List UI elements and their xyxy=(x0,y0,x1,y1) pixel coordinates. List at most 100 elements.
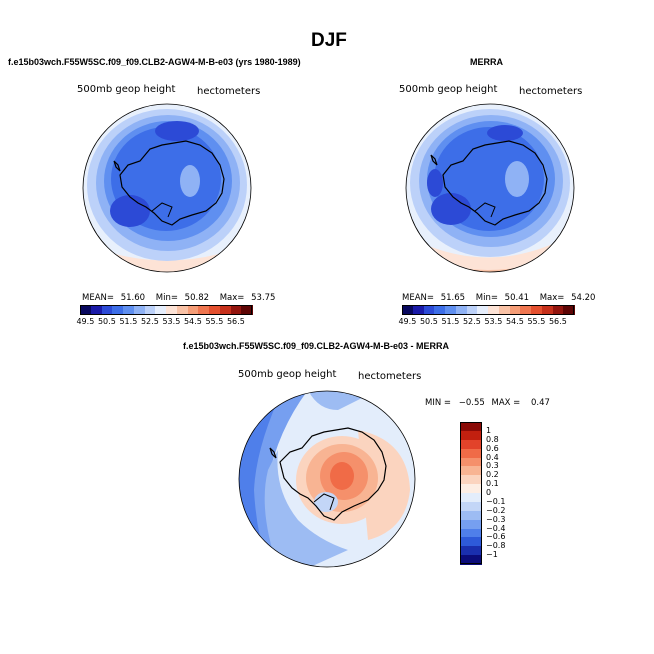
obs-colorbar-swatch xyxy=(445,305,457,315)
model-colorbar-swatch xyxy=(230,305,242,315)
obs-min-label: Min= xyxy=(475,293,498,303)
obs-colorbar-swatch xyxy=(412,305,424,315)
model-colorbar-tick: 54.5 xyxy=(183,317,202,326)
obs-polar-map xyxy=(405,103,575,273)
model-map-light-spot xyxy=(180,165,200,197)
model-colorbar-swatch xyxy=(176,305,188,315)
obs-colorbar-tick: 49.5 xyxy=(398,317,417,326)
model-variable-label: 500mb geop height xyxy=(77,84,176,95)
model-min-label: Min= xyxy=(155,293,178,303)
obs-variable-label: 500mb geop height xyxy=(399,84,498,95)
model-colorbar-swatch xyxy=(155,305,167,315)
diff-polar-map xyxy=(238,390,416,568)
diff-units-label: hectometers xyxy=(358,371,422,382)
model-colorbar-swatch xyxy=(198,305,210,315)
obs-colorbar-swatch xyxy=(455,305,467,315)
diff-colorbar-tick: −0.4 xyxy=(486,523,506,533)
diff-stats: MIN = −0.55 MAX = 0.47 xyxy=(425,398,550,408)
obs-colorbar-swatch xyxy=(520,305,532,315)
diff-antarctica-outline xyxy=(269,427,387,521)
obs-min-value: 50.41 xyxy=(504,293,530,303)
obs-colorbar-tick: 55.5 xyxy=(527,317,546,326)
model-colorbar-tick: 51.5 xyxy=(119,317,138,326)
obs-panel-title: MERRA xyxy=(470,57,503,67)
obs-colorbar-tick: 50.5 xyxy=(419,317,438,326)
diff-colorbar-tick: −0.1 xyxy=(486,496,506,506)
diff-colorbar-swatch xyxy=(460,519,482,529)
model-mean-label: MEAN= xyxy=(82,293,114,303)
diff-colorbar-swatch xyxy=(460,528,482,538)
model-colorbar-tick: 52.5 xyxy=(140,317,159,326)
obs-colorbar-swatch xyxy=(402,305,414,315)
model-map-south-blob xyxy=(110,195,150,227)
model-colorbar-swatch xyxy=(123,305,135,315)
diff-colorbar-swatch xyxy=(460,555,482,565)
obs-colorbar-ticks: 49.5 50.5 51.5 52.5 53.5 54.5 55.5 56.5 xyxy=(388,317,588,329)
diff-colorbar-tick: 0.8 xyxy=(486,434,499,444)
model-colorbar-tick: 53.5 xyxy=(162,317,181,326)
diff-colorbar-tick: 0 xyxy=(486,488,492,497)
model-colorbar-swatch xyxy=(219,305,231,315)
diff-colorbar-tick: 0.2 xyxy=(486,470,499,480)
diff-colorbar-swatch xyxy=(460,501,482,512)
obs-colorbar-swatch xyxy=(509,305,521,315)
model-min-value: 50.82 xyxy=(184,293,210,303)
obs-antarctica-outline xyxy=(430,140,548,226)
model-units-label: hectometers xyxy=(197,86,261,97)
model-colorbar-swatch xyxy=(209,305,221,315)
obs-max-value: 54.20 xyxy=(571,293,596,303)
model-max-label: Max= xyxy=(219,293,245,303)
diff-min-label: MIN = xyxy=(425,398,452,408)
model-colorbar-swatch xyxy=(187,305,199,315)
obs-colorbar-swatch xyxy=(498,305,510,315)
obs-colorbar-tick: 54.5 xyxy=(505,317,524,326)
diff-colorbar-swatch xyxy=(460,537,482,547)
diff-colorbar-swatch xyxy=(460,475,482,485)
model-colorbar-tick: 55.5 xyxy=(205,317,224,326)
diff-colorbar-swatch xyxy=(460,510,482,521)
model-colorbar xyxy=(80,305,253,315)
model-colorbar-swatch xyxy=(101,305,113,315)
diff-colorbar-swatch xyxy=(460,439,482,450)
obs-colorbar-swatch xyxy=(466,305,478,315)
diff-colorbar xyxy=(460,422,482,565)
obs-colorbar-tick: 56.5 xyxy=(548,317,567,326)
diff-colorbar-swatch xyxy=(460,493,482,503)
diff-max-value: 0.47 xyxy=(531,398,550,408)
obs-colorbar-tick: 53.5 xyxy=(484,317,503,326)
obs-colorbar-swatch xyxy=(531,305,543,315)
obs-map-light-spot xyxy=(505,161,529,197)
diff-max-label: MAX = xyxy=(491,398,521,408)
obs-colorbar-swatch xyxy=(434,305,446,315)
diff-colorbar-swatch xyxy=(460,422,482,432)
model-max-value: 53.75 xyxy=(251,293,276,303)
model-colorbar-swatch xyxy=(144,305,156,315)
obs-map-south-blob xyxy=(431,193,471,225)
diff-colorbar-tick: −0.6 xyxy=(486,532,506,542)
diff-colorbar-swatch xyxy=(460,457,482,467)
model-polar-map xyxy=(82,103,252,273)
diff-map-pos4 xyxy=(330,462,354,490)
diff-colorbar-tick: −0.8 xyxy=(486,541,506,551)
obs-mean-value: 51.65 xyxy=(440,293,466,303)
model-antarctica-outline xyxy=(113,140,225,226)
model-colorbar-swatch xyxy=(166,305,178,315)
model-colorbar-swatch xyxy=(112,305,124,315)
diff-colorbar-tick: 0.1 xyxy=(486,479,499,489)
obs-colorbar-swatch xyxy=(488,305,500,315)
obs-colorbar-swatch xyxy=(541,305,553,315)
model-ross-shelf xyxy=(151,202,173,218)
model-colorbar-tick: 56.5 xyxy=(226,317,245,326)
diff-colorbar-ticks: 1 0.8 0.6 0.4 0.3 0.2 0.1 0 −0.1 −0.2 −0.3 −0.4 −0.6… xyxy=(486,422,526,572)
model-colorbar-swatch xyxy=(90,305,102,315)
model-colorbar-swatch xyxy=(80,305,92,315)
obs-mean-label: MEAN= xyxy=(402,293,434,303)
diff-colorbar-swatch xyxy=(460,430,482,441)
obs-ross-shelf xyxy=(474,202,496,218)
diff-colorbar-tick: 0.4 xyxy=(486,452,499,462)
obs-colorbar-tick: 51.5 xyxy=(441,317,460,326)
diff-colorbar-tick: −1 xyxy=(486,550,498,560)
model-stats: MEAN= 51.60 Min= 50.82 Max= 53.75 xyxy=(82,293,275,303)
obs-units-label: hectometers xyxy=(519,86,583,97)
obs-colorbar-swatch xyxy=(477,305,489,315)
